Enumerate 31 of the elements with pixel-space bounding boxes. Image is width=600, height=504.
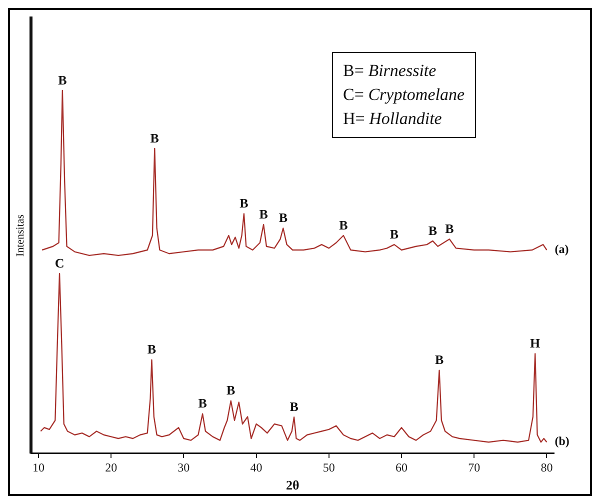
x-tick-label: 10: [32, 460, 44, 474]
annotation: B: [290, 398, 299, 414]
annotation: H= Hollandite: [343, 109, 442, 128]
series-label: (b): [554, 434, 570, 448]
y-axis-title: Intensitas: [14, 214, 26, 257]
annotation: B: [445, 220, 454, 236]
annotation: B: [390, 226, 399, 242]
series-label: (a): [554, 242, 569, 256]
annotation: B: [147, 342, 156, 357]
annotation: B: [58, 72, 68, 88]
annotation: B: [198, 396, 208, 411]
x-tick-label: 60: [396, 460, 408, 474]
annotation: B: [150, 130, 160, 146]
x-tick-label: 20: [105, 460, 118, 474]
annotation: B: [434, 352, 444, 368]
annotation: C= Cryptomelane: [343, 85, 465, 104]
annotation: B: [259, 206, 268, 222]
annotation: B: [428, 222, 438, 238]
x-tick-label: 30: [178, 460, 190, 474]
x-axis-title: 2θ: [286, 478, 300, 493]
annotation: B: [278, 210, 288, 226]
x-tick-label: 50: [322, 460, 335, 474]
annotation: H: [530, 336, 540, 351]
x-tick-label: 70: [468, 460, 480, 474]
text: B= Birnessite: [343, 61, 436, 80]
annotation: B: [339, 217, 348, 232]
x-tick-label: 80: [540, 460, 553, 474]
annotation: B: [226, 382, 236, 398]
annotation: C: [54, 255, 64, 270]
x-tick-label: 40: [250, 460, 262, 474]
annotation: B: [240, 196, 249, 211]
